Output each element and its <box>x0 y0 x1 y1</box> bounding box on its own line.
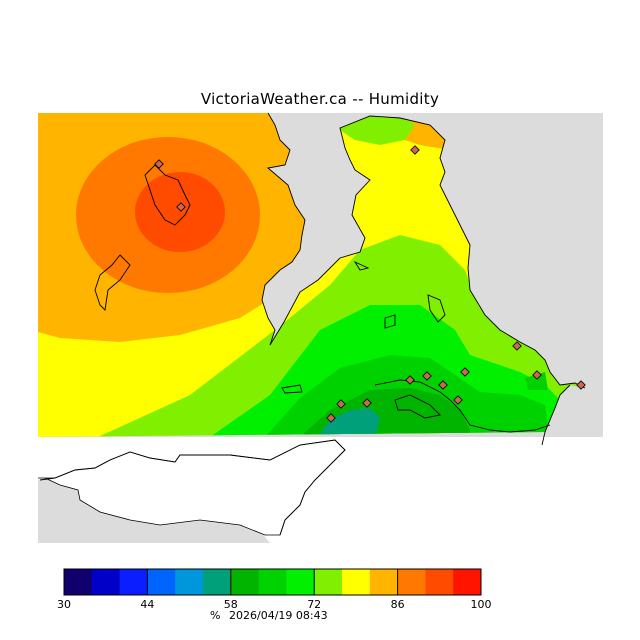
colorbar-tick-label: 30 <box>57 598 71 611</box>
colorbar-swatch <box>453 569 482 595</box>
colorbar-swatch <box>369 569 399 595</box>
colorbar-swatch <box>425 569 454 595</box>
colorbar-swatch <box>203 569 232 595</box>
colorbar-swatch <box>64 569 93 595</box>
colorbar-tick-label: 72 <box>307 598 322 611</box>
colorbar-swatch <box>230 569 260 595</box>
map-title: VictoriaWeather.ca -- Humidity <box>200 90 440 108</box>
colorbar-swatch <box>91 569 121 595</box>
colorbar-tick-label: 100 <box>470 598 492 611</box>
colorbar-frame <box>63 568 482 596</box>
colorbar-swatch <box>175 569 204 595</box>
colorbar <box>63 568 482 596</box>
colorbar-tick-label: 44 <box>140 598 155 611</box>
colorbar-swatch <box>286 569 315 595</box>
colorbar-swatch <box>314 569 343 595</box>
colorbar-tick-label: 58 <box>223 598 238 611</box>
colorbar-tick-label: 86 <box>390 598 405 611</box>
colorbar-unit: % <box>210 609 221 622</box>
station-markers <box>154 145 586 423</box>
colorbar-swatch <box>342 569 371 595</box>
colorbar-swatch <box>397 569 426 595</box>
timestamp: 2026/04/19 08:43 <box>229 609 328 622</box>
colorbar-swatch <box>258 569 287 595</box>
colorbar-swatch <box>119 569 148 595</box>
colorbar-swatch <box>147 569 176 595</box>
